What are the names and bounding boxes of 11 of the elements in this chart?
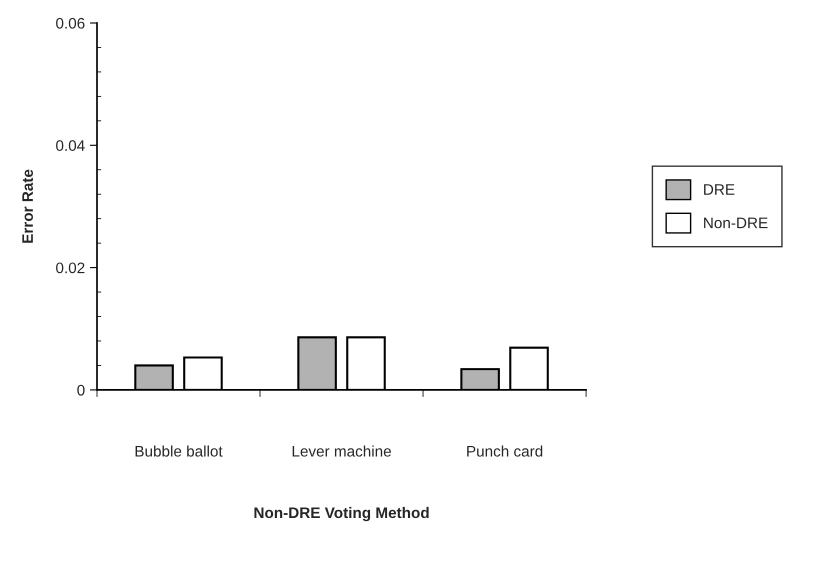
y-tick-label: 0 — [77, 384, 85, 396]
legend-label: DRE — [704, 184, 734, 195]
x-tick-label: Lever machine — [292, 445, 391, 457]
x-axis-title: Non-DRE Voting Method — [254, 506, 429, 522]
legend-label: Non-DRE — [704, 218, 768, 228]
y-tick-label: 0.06 — [56, 18, 85, 29]
y-axis-title: Error Rate — [22, 170, 33, 243]
x-tick-label: Bubble ballot — [136, 445, 223, 457]
x-tick-label: Punch card — [467, 445, 542, 457]
y-tick-label: 0.02 — [56, 262, 84, 274]
y-tick-label: 0.04 — [56, 140, 85, 151]
